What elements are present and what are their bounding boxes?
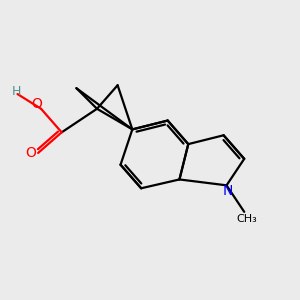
Text: N: N [223,184,233,198]
Text: O: O [25,146,36,160]
Text: H: H [11,85,21,98]
Text: O: O [31,98,42,111]
Text: CH₃: CH₃ [237,214,257,224]
